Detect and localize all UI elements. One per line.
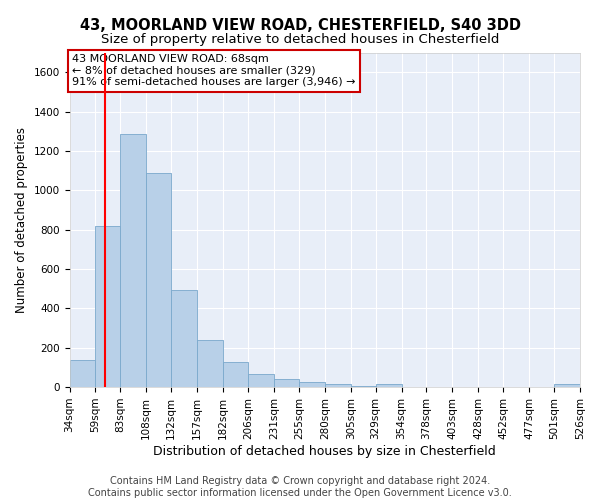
Bar <box>248 374 274 387</box>
Bar <box>95 226 121 387</box>
Bar <box>197 340 223 387</box>
Bar <box>325 384 351 387</box>
Text: 43 MOORLAND VIEW ROAD: 68sqm
← 8% of detached houses are smaller (329)
91% of se: 43 MOORLAND VIEW ROAD: 68sqm ← 8% of det… <box>72 54 356 88</box>
Bar <box>70 360 95 387</box>
Bar <box>274 379 299 387</box>
Text: Size of property relative to detached houses in Chesterfield: Size of property relative to detached ho… <box>101 32 499 46</box>
Bar <box>121 134 146 387</box>
Bar <box>171 290 197 387</box>
Bar <box>554 384 580 387</box>
Text: Contains HM Land Registry data © Crown copyright and database right 2024.
Contai: Contains HM Land Registry data © Crown c… <box>88 476 512 498</box>
Text: 43, MOORLAND VIEW ROAD, CHESTERFIELD, S40 3DD: 43, MOORLAND VIEW ROAD, CHESTERFIELD, S4… <box>79 18 521 32</box>
Y-axis label: Number of detached properties: Number of detached properties <box>15 127 28 313</box>
Bar <box>146 172 171 387</box>
Bar <box>351 386 376 387</box>
Bar <box>223 362 248 387</box>
X-axis label: Distribution of detached houses by size in Chesterfield: Distribution of detached houses by size … <box>154 444 496 458</box>
Bar <box>376 384 401 387</box>
Bar <box>299 382 325 387</box>
